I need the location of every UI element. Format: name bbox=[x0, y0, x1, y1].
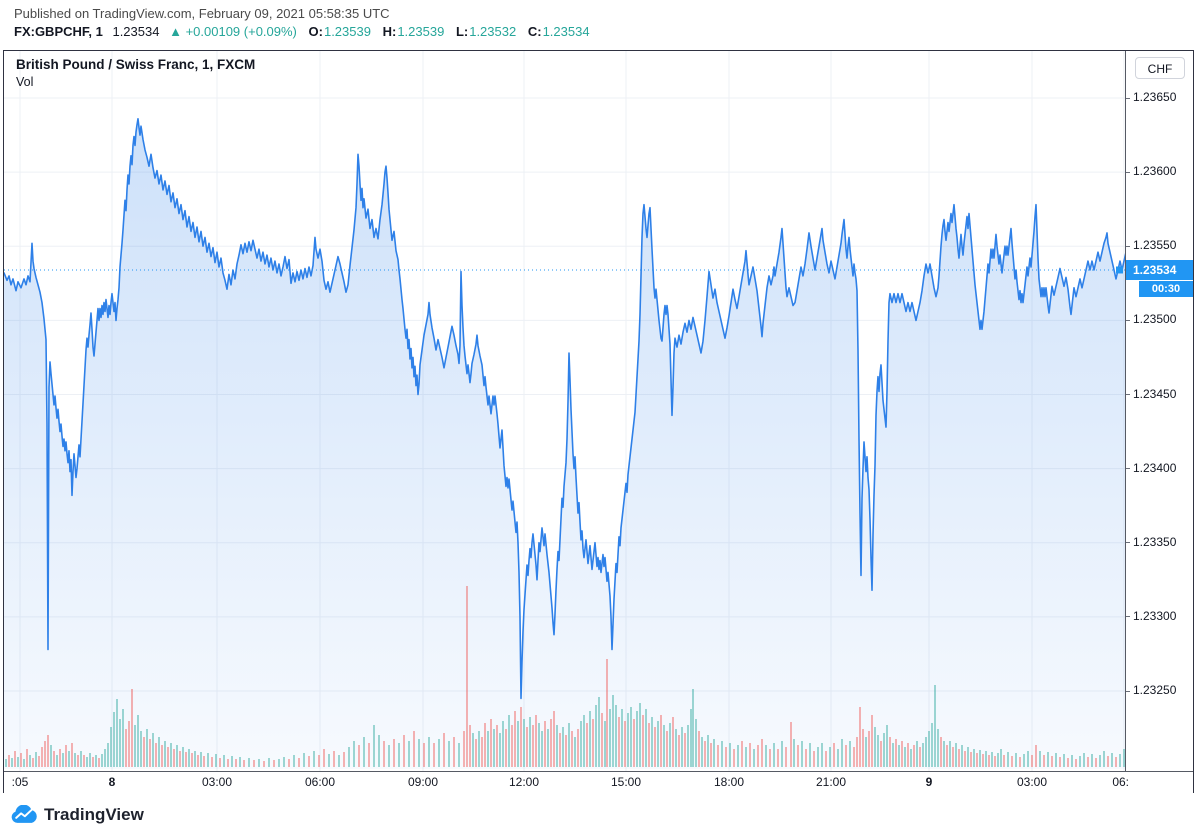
chart-frame: British Pound / Swiss Franc, 1, FXCM Vol… bbox=[3, 50, 1194, 793]
tradingview-logo-icon bbox=[11, 805, 37, 823]
time-tick-label: 06:0 bbox=[1112, 775, 1128, 789]
price-tick-label: 1.23550 bbox=[1133, 238, 1177, 253]
time-tick-label: 12:00 bbox=[508, 775, 540, 789]
time-tick-label: 15:00 bbox=[610, 775, 642, 789]
price-tick-label: 1.23300 bbox=[1133, 608, 1177, 623]
symbol-name: FX:GBPCHF, 1 bbox=[14, 24, 103, 39]
time-tick-label: :05 bbox=[11, 775, 29, 789]
price-tick-mark bbox=[1126, 97, 1130, 99]
price-tick-mark bbox=[1126, 690, 1130, 692]
price-tick-mark bbox=[1126, 542, 1130, 544]
chart-legend: British Pound / Swiss Franc, 1, FXCM Vol bbox=[16, 57, 255, 89]
price-change: ▲ +0.00109 (+0.09%) bbox=[169, 24, 297, 39]
price-tick-label: 1.23400 bbox=[1133, 460, 1177, 475]
time-tick-label: 18:00 bbox=[713, 775, 745, 789]
low-value: 1.23532 bbox=[469, 24, 517, 39]
price-tick-label: 1.23250 bbox=[1133, 683, 1177, 697]
price-tick-mark bbox=[1126, 245, 1130, 247]
time-tick-label: 06:00 bbox=[304, 775, 336, 789]
price-tick-mark bbox=[1126, 171, 1130, 173]
time-axis-labels: :05 8 03:00 06:00 09:00 12:00 15:00 18:00 21:00 9… bbox=[4, 772, 1128, 793]
price-tick-label: 1.23650 bbox=[1133, 90, 1177, 104]
currency-button[interactable]: CHF bbox=[1135, 57, 1185, 79]
tradingview-logo[interactable]: TradingView bbox=[10, 805, 144, 825]
low-label: L: bbox=[455, 24, 469, 39]
price-tick-label: 1.23500 bbox=[1133, 312, 1177, 327]
volume-indicator-label: Vol bbox=[16, 75, 34, 89]
time-tick-label: 03:00 bbox=[1016, 775, 1048, 789]
price-tick-label: 1.23600 bbox=[1133, 164, 1177, 179]
price-tick-mark bbox=[1126, 394, 1130, 395]
time-tick-label: 09:00 bbox=[407, 775, 439, 789]
price-tick-label: 1.23350 bbox=[1133, 534, 1177, 549]
time-axis[interactable]: :05 8 03:00 06:00 09:00 12:00 15:00 18:00 21:00 9… bbox=[4, 771, 1193, 793]
price-axis[interactable]: CHF 1.23534 00:30 1.23650 1.23600 1.23550 1… bbox=[1125, 51, 1193, 771]
price-line bbox=[3, 118, 1132, 700]
symbol-header: FX:GBPCHF, 1 1.23534 ▲ +0.00109 (+0.09%)… bbox=[14, 24, 590, 39]
close-value: 1.23534 bbox=[542, 24, 590, 39]
open-value: 1.23539 bbox=[323, 24, 371, 39]
time-tick-label: 8 bbox=[108, 775, 116, 789]
current-price-label: 1.23534 bbox=[1126, 259, 1193, 280]
chart-plot-area[interactable]: British Pound / Swiss Franc, 1, FXCM Vol bbox=[3, 51, 1132, 771]
open-label: O: bbox=[308, 24, 323, 39]
last-price-marker bbox=[1116, 266, 1123, 274]
price-tick-mark bbox=[1126, 319, 1130, 321]
time-tick-label: 9 bbox=[925, 775, 933, 789]
tradingview-logo-text: TradingView bbox=[44, 805, 144, 824]
chart-legend-title: British Pound / Swiss Franc, 1, FXCM bbox=[16, 57, 256, 72]
area-fill bbox=[4, 118, 1131, 770]
high-label: H: bbox=[382, 24, 397, 39]
published-text: Published on TradingView.com, February 0… bbox=[14, 6, 390, 21]
time-tick-label: 03:00 bbox=[201, 775, 233, 789]
last-price: 1.23534 bbox=[112, 24, 160, 39]
close-label: C: bbox=[527, 24, 542, 39]
high-value: 1.23539 bbox=[397, 24, 445, 39]
price-tick-label: 1.23450 bbox=[1133, 386, 1177, 401]
price-tick-mark bbox=[1126, 616, 1130, 618]
price-chart-svg bbox=[3, 51, 1132, 771]
countdown-label: 00:30 bbox=[1139, 280, 1193, 297]
price-tick-mark bbox=[1126, 468, 1130, 470]
time-tick-label: 21:00 bbox=[815, 775, 847, 789]
